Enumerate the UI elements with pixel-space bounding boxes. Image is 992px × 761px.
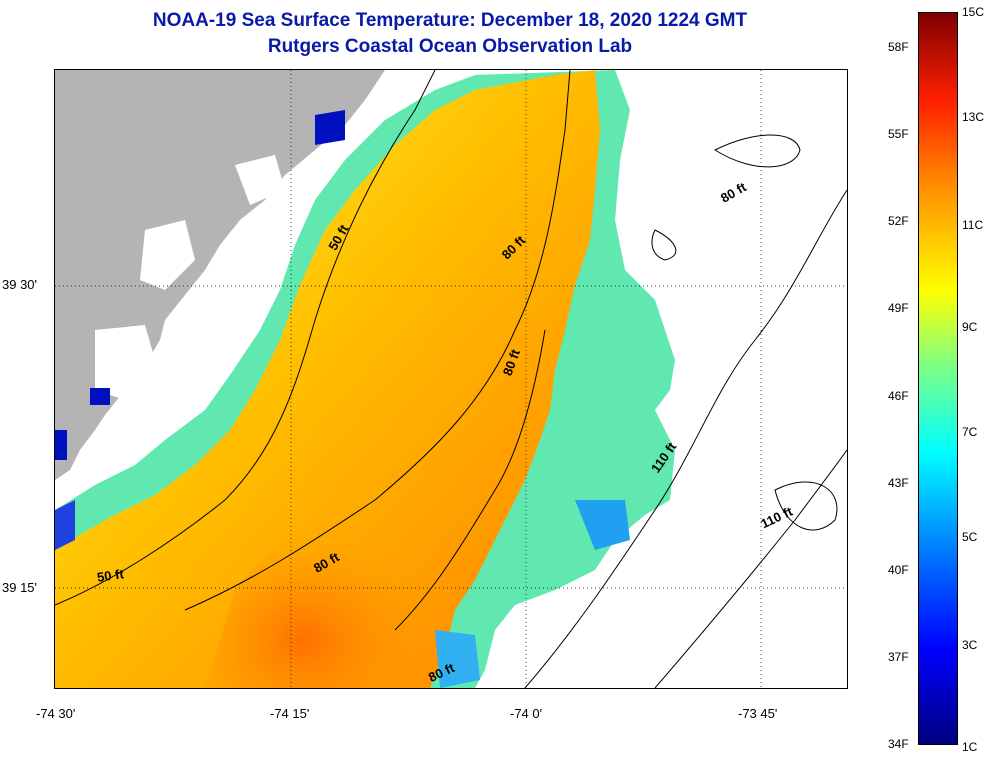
bay [95,325,155,400]
colorbar-celsius-label: 13C [962,110,985,124]
graticule [55,70,847,688]
cold-pixel [315,110,345,145]
sst-map-canvas [55,70,847,688]
land-new-jersey [55,70,385,480]
chart-subtitle: Rutgers Coastal Ocean Observation Lab [267,36,633,57]
colorbar-fahrenheit-label: 49F [888,301,909,315]
colorbar-celsius-label: 1C [962,740,978,754]
colorbar-fahrenheit-label: 37F [888,650,909,664]
longitude-label: -74 15' [270,706,310,721]
colorbar-fahrenheit-label: 52F [888,214,909,228]
colorbar-fahrenheit-label: 34F [888,737,909,751]
latitude-label: 39 15' [2,580,38,595]
bathymetry-contours [55,70,847,688]
colorbar-fahrenheit-label: 55F [888,127,909,141]
longitude-label: -73 45' [738,706,778,721]
colorbar-celsius-label: 11C [962,218,984,232]
colorbar-fahrenheit-label: 46F [888,389,909,403]
sst-warm-core [205,450,485,688]
longitude-label: -74 0' [510,706,543,721]
colorbar [918,12,958,745]
colorbar-fahrenheit-label: 58F [888,40,909,54]
sst-map: 50 ft 80 ft 80 ft 80 ft 80 ft 80 ft 110 … [54,69,848,689]
bay [140,220,195,290]
colorbar-celsius-label: 3C [962,638,978,652]
sst-cold-patch [575,500,630,550]
cold-pixel [90,388,110,405]
colorbar-fahrenheit-label: 43F [888,476,909,490]
sst-cold-patch [55,500,75,550]
cold-pixel [55,430,67,460]
colorbar-celsius-label: 7C [962,425,978,439]
sst-cold-patch [435,630,480,688]
colorbar-celsius-label: 5C [962,530,978,544]
latitude-label: 39 30' [2,277,38,292]
colorbar-fahrenheit-label: 40F [888,563,909,577]
longitude-label: -74 30' [36,706,76,721]
chart-title: NOAA-19 Sea Surface Temperature: Decembe… [152,10,748,31]
colorbar-celsius-label: 9C [962,320,978,334]
colorbar-celsius-label: 15C [962,5,985,19]
bay [235,155,285,205]
